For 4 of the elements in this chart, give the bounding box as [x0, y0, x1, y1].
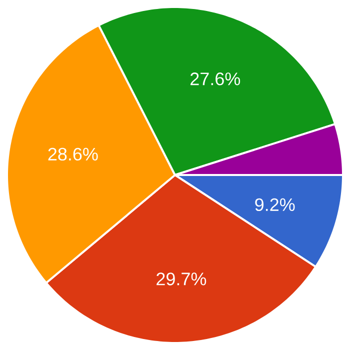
data-label: 27.6%: [190, 72, 240, 86]
data-label: 9.2%: [255, 198, 295, 212]
data-label: 28.6%: [48, 148, 98, 161]
data-label: 29.7%: [156, 272, 206, 286]
